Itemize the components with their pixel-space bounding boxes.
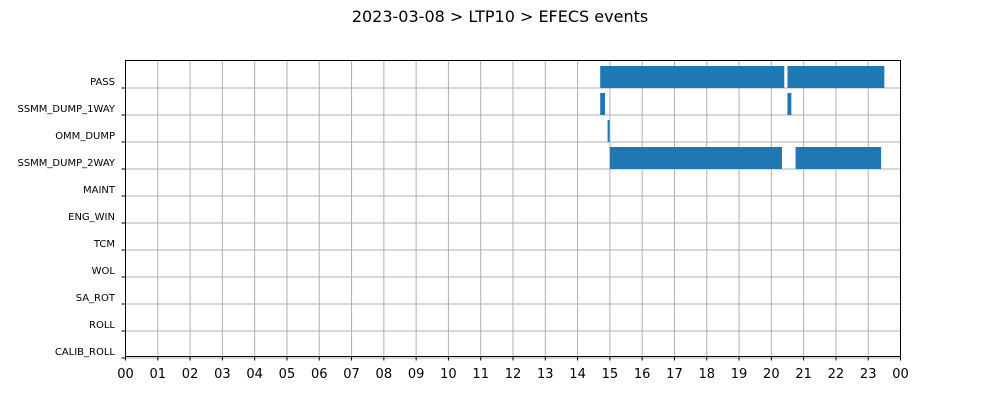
x-tick-label: 16	[634, 367, 651, 382]
x-tick-label: 10	[440, 367, 457, 382]
y-tick-label: PASS	[90, 77, 115, 88]
x-tick-label: 11	[472, 367, 489, 382]
x-axis-labels: 00 01 02 03 04 05 06 07 08 09 10 11 12 13 14 15 16 17 18 19…	[117, 367, 909, 382]
x-tick-label: 13	[537, 367, 554, 382]
x-tick-label: 02	[182, 367, 199, 382]
y-tick-label: MAINT	[83, 185, 116, 196]
y-tick-label: OMM_DUMP	[55, 131, 115, 142]
y-tick-label: SSMM_DUMP_2WAY	[17, 158, 115, 169]
x-tick-label: 21	[795, 367, 812, 382]
y-tick-label: ENG_WIN	[68, 212, 115, 223]
y-tick-label: SA_ROT	[76, 293, 116, 304]
event-bar	[609, 147, 782, 169]
x-tick-label: 18	[698, 367, 715, 382]
event-bar	[787, 93, 792, 115]
x-tick-label: 09	[408, 367, 425, 382]
y-tick-label: WOL	[92, 266, 116, 277]
event-bar	[600, 66, 785, 88]
y-axis-labels: PASS SSMM_DUMP_1WAY OMM_DUMP SSMM_DUMP_2WAY…	[17, 77, 115, 358]
y-tick-label: SSMM_DUMP_1WAY	[17, 104, 115, 115]
x-tick-label: 14	[569, 367, 586, 382]
x-tick-label: 08	[376, 367, 393, 382]
y-tick-label: CALIB_ROLL	[55, 347, 116, 358]
x-tick-label: 17	[666, 367, 683, 382]
chart-title: 2023-03-08 > LTP10 > EFECS events	[352, 7, 648, 26]
event-bar	[607, 120, 610, 142]
x-tick-label: 20	[763, 367, 780, 382]
x-tick-label: 12	[505, 367, 522, 382]
x-tick-label: 19	[731, 367, 748, 382]
x-tick-label: 03	[214, 367, 231, 382]
axis-ticks	[121, 87, 901, 361]
event-bar	[787, 66, 885, 88]
event-bar	[795, 147, 882, 169]
x-tick-label: 23	[860, 367, 877, 382]
x-tick-label: 15	[602, 367, 619, 382]
y-tick-label: ROLL	[89, 320, 115, 331]
x-tick-label: 07	[343, 367, 360, 382]
x-tick-label: 05	[279, 367, 296, 382]
x-tick-label: 01	[150, 367, 167, 382]
y-tick-label: TCM	[93, 239, 115, 250]
event-bars	[600, 66, 885, 169]
x-tick-label: 22	[828, 367, 845, 382]
x-tick-label: 00	[117, 367, 134, 382]
event-bar	[600, 93, 606, 115]
x-tick-label: 00	[892, 367, 909, 382]
x-tick-label: 06	[311, 367, 328, 382]
grid-lines	[125, 60, 901, 359]
x-tick-label: 04	[246, 367, 263, 382]
